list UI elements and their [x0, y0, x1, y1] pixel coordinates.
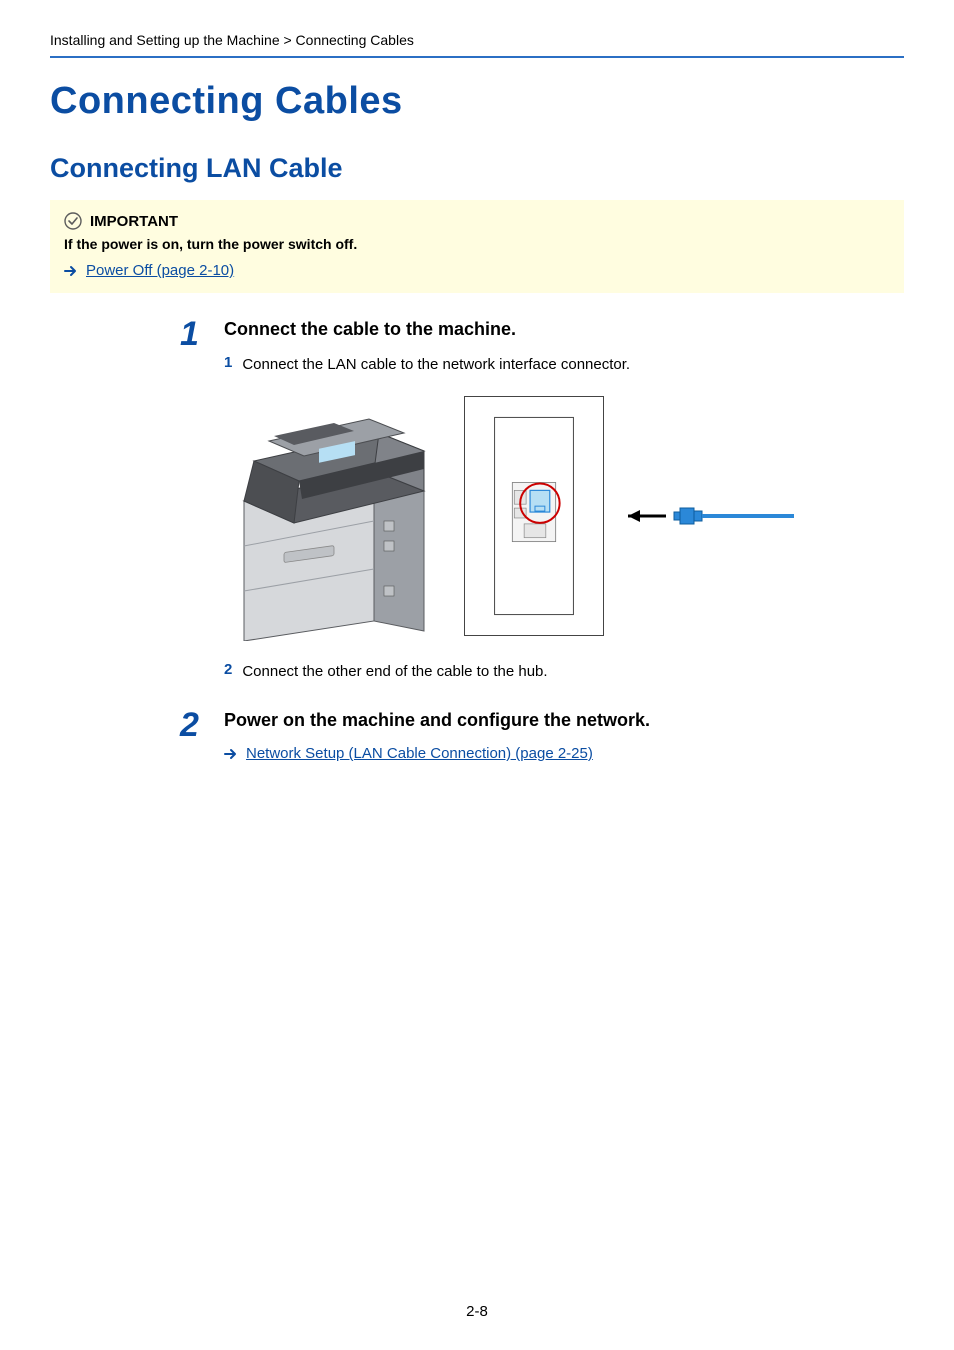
substep-text: Connect the LAN cable to the network int…: [242, 354, 884, 375]
step-number: 1: [180, 317, 224, 351]
network-setup-link[interactable]: Network Setup (LAN Cable Connection) (pa…: [246, 745, 593, 762]
divider: [50, 56, 904, 58]
step-body: Power on the machine and configure the n…: [224, 710, 884, 762]
important-text: If the power is on, turn the power switc…: [64, 236, 890, 252]
substep-1: 1 Connect the LAN cable to the network i…: [224, 354, 884, 375]
printer-icon: [224, 391, 444, 641]
cable-arrow: [624, 501, 794, 531]
substep-number: 1: [224, 354, 232, 371]
step-body: Connect the cable to the machine. 1 Conn…: [224, 319, 884, 692]
checkmark-circle-icon: [64, 212, 82, 230]
step-number: 2: [180, 708, 224, 742]
step-heading: Power on the machine and configure the n…: [224, 710, 884, 731]
page-number: 2-8: [0, 1303, 954, 1320]
important-header: IMPORTANT: [64, 212, 890, 230]
closeup-panel: [464, 396, 604, 636]
substep-2: 2 Connect the other end of the cable to …: [224, 661, 884, 682]
steps-container: 1 Connect the cable to the machine. 1 Co…: [180, 319, 884, 762]
step-1: 1 Connect the cable to the machine. 1 Co…: [180, 319, 884, 692]
printer-diagram: [224, 391, 884, 641]
substep-number: 2: [224, 661, 232, 678]
important-note-box: IMPORTANT If the power is on, turn the p…: [50, 200, 904, 293]
power-off-link[interactable]: Power Off (page 2-10): [86, 262, 234, 279]
step-2: 2 Power on the machine and configure the…: [180, 710, 884, 762]
arrow-right-icon: [64, 264, 78, 278]
step-heading: Connect the cable to the machine.: [224, 319, 884, 340]
section-subtitle: Connecting LAN Cable: [50, 153, 904, 184]
important-link-row: Power Off (page 2-10): [64, 262, 890, 279]
arrow-right-icon: [224, 747, 238, 761]
breadcrumb: Installing and Setting up the Machine > …: [50, 32, 904, 48]
step-link-row: Network Setup (LAN Cable Connection) (pa…: [224, 745, 884, 762]
important-label: IMPORTANT: [90, 213, 178, 230]
substep-text: Connect the other end of the cable to th…: [242, 661, 884, 682]
page-title: Connecting Cables: [50, 80, 904, 123]
document-page: Installing and Setting up the Machine > …: [0, 0, 954, 1350]
